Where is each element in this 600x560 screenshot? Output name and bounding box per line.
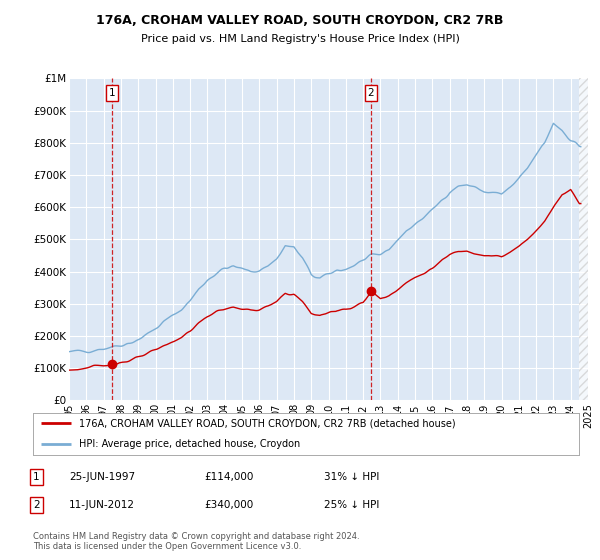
Text: Price paid vs. HM Land Registry's House Price Index (HPI): Price paid vs. HM Land Registry's House … bbox=[140, 34, 460, 44]
Text: 1: 1 bbox=[109, 88, 115, 98]
Text: 25% ↓ HPI: 25% ↓ HPI bbox=[324, 500, 379, 510]
Text: 1: 1 bbox=[33, 472, 40, 482]
Text: HPI: Average price, detached house, Croydon: HPI: Average price, detached house, Croy… bbox=[79, 439, 301, 449]
Text: 31% ↓ HPI: 31% ↓ HPI bbox=[324, 472, 379, 482]
Text: £114,000: £114,000 bbox=[204, 472, 253, 482]
Text: 11-JUN-2012: 11-JUN-2012 bbox=[69, 500, 135, 510]
Text: Contains HM Land Registry data © Crown copyright and database right 2024.
This d: Contains HM Land Registry data © Crown c… bbox=[33, 532, 359, 552]
Text: 176A, CROHAM VALLEY ROAD, SOUTH CROYDON, CR2 7RB (detached house): 176A, CROHAM VALLEY ROAD, SOUTH CROYDON,… bbox=[79, 418, 456, 428]
Text: 2: 2 bbox=[367, 88, 374, 98]
Text: 176A, CROHAM VALLEY ROAD, SOUTH CROYDON, CR2 7RB: 176A, CROHAM VALLEY ROAD, SOUTH CROYDON,… bbox=[97, 14, 503, 27]
Text: 2: 2 bbox=[33, 500, 40, 510]
Text: 25-JUN-1997: 25-JUN-1997 bbox=[69, 472, 135, 482]
Text: £340,000: £340,000 bbox=[204, 500, 253, 510]
